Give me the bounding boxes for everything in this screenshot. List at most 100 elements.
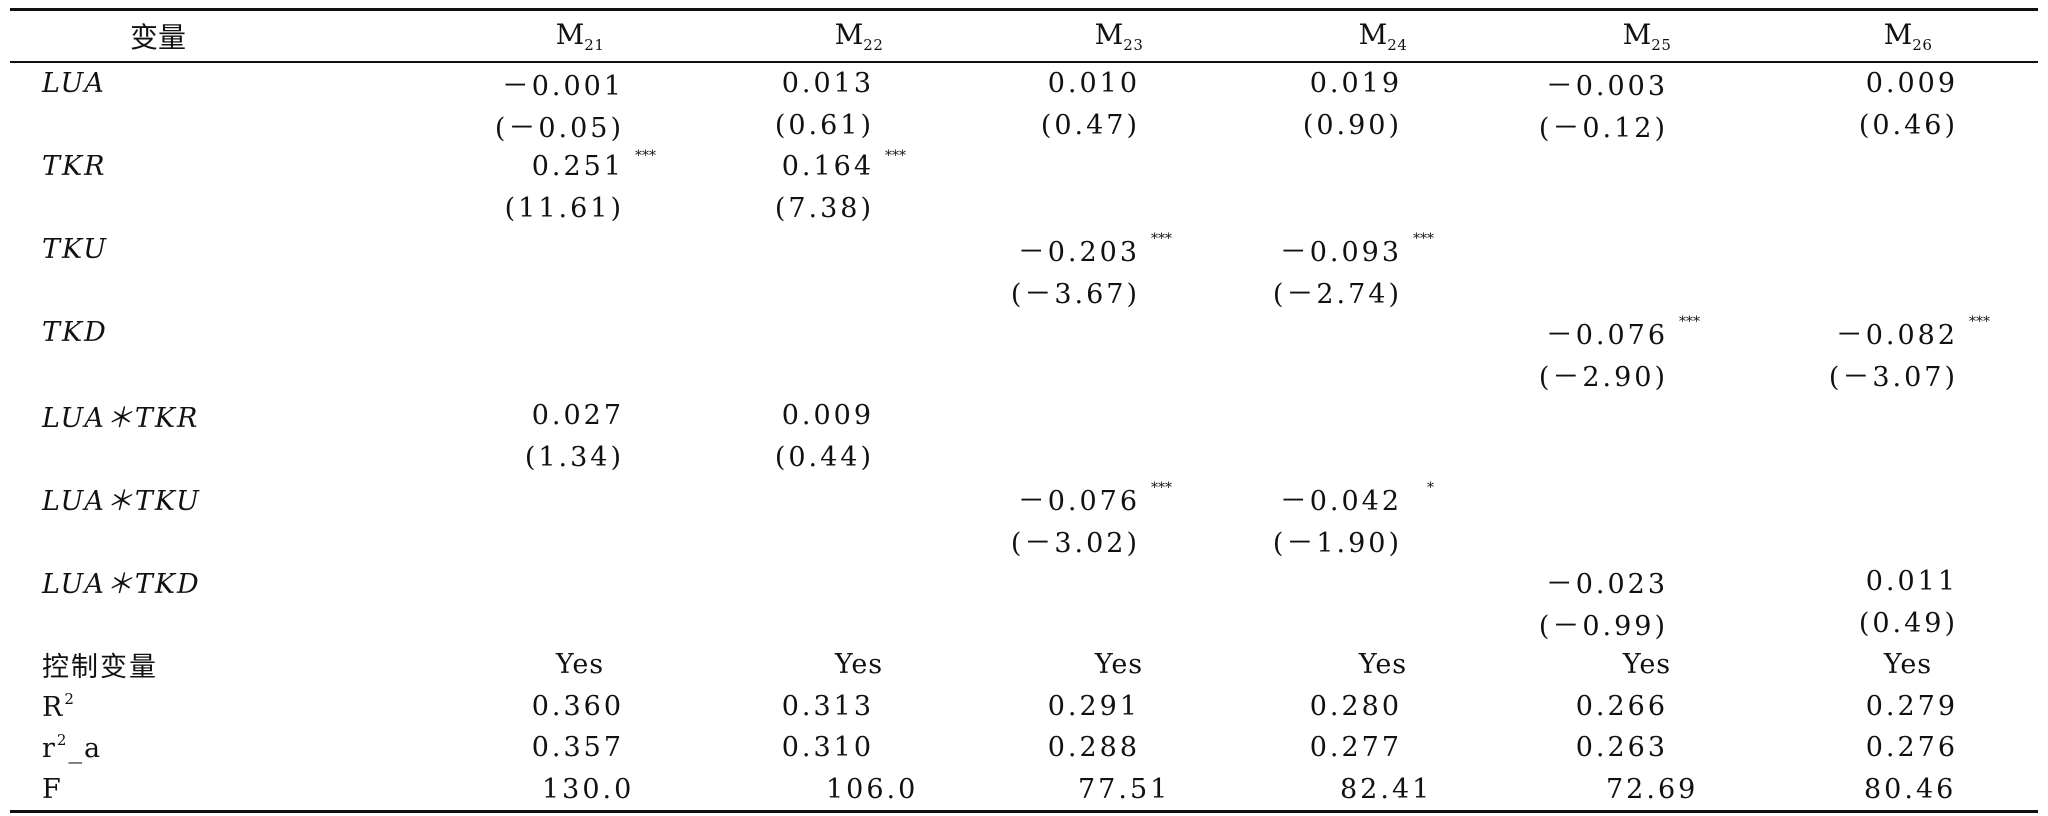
model-subscript: 25 xyxy=(1651,36,1672,54)
t-statistic-cell: (11.61) xyxy=(430,188,730,230)
adjusted-r-squared-label: r2_a xyxy=(10,727,430,769)
t-statistic-cell xyxy=(730,271,988,313)
t-statistic-cell xyxy=(1250,437,1516,479)
r-squared-value: 0.360 xyxy=(531,690,624,722)
significance-stars: *** xyxy=(1151,231,1172,247)
controls-value: Yes xyxy=(1622,649,1672,681)
coefficient-cell: －0.076 *** xyxy=(988,478,1250,520)
coef-row-tkr: TKR 0.251 *** 0.164 *** xyxy=(10,146,2038,188)
coefficient-cell xyxy=(1516,478,1778,520)
coefficient-cell: 0.010 xyxy=(988,62,1250,105)
coefficient-cell xyxy=(1778,146,2038,188)
coef-row-lua-tkr: LUA＊TKR 0.027 0.009 xyxy=(10,395,2038,437)
t-statistic-cell: (0.61) xyxy=(730,105,988,147)
empty-label-cell xyxy=(10,437,430,479)
model-header-m23: M23 xyxy=(988,8,1250,63)
model-base: M xyxy=(1622,18,1652,51)
f-statistic-row: F 130.0 106.0 77.51 82.41 72.69 80.46 xyxy=(10,768,2038,813)
coefficient-cell xyxy=(730,229,988,271)
coefficient-cell xyxy=(1250,561,1516,603)
t-statistic-value: (－0.05) xyxy=(494,112,624,144)
coefficient-value: －0.003 xyxy=(1545,71,1668,103)
coefficient-cell xyxy=(730,478,988,520)
coefficient-cell: －0.023 xyxy=(1516,561,1778,603)
t-statistic-cell xyxy=(1250,188,1516,230)
t-statistic-value: (－2.74) xyxy=(1272,278,1402,310)
variable-column-header: 变量 xyxy=(10,8,430,63)
table-body: LUA －0.001 0.013 0.010 0.019 －0.003 0.009 (－0.0… xyxy=(10,62,2038,813)
coefficient-value: －0.076 xyxy=(1545,320,1668,352)
r-squared-value: 0.279 xyxy=(1865,690,1958,722)
coefficient-cell: 0.009 xyxy=(730,395,988,437)
empty-label-cell xyxy=(10,271,430,313)
t-statistic-value: (－3.07) xyxy=(1828,361,1958,393)
t-statistic-cell: (－2.90) xyxy=(1516,354,1778,396)
coefficient-value: 0.013 xyxy=(781,68,874,100)
coefficient-cell xyxy=(988,146,1250,188)
adjusted-r-squared-value: 0.276 xyxy=(1865,732,1958,764)
model-header-m22: M22 xyxy=(730,8,988,63)
t-statistic-cell xyxy=(988,354,1250,396)
variable-label: LUA xyxy=(42,68,106,100)
r-squared-row: R2 0.360 0.313 0.291 0.280 0.266 0.279 xyxy=(10,686,2038,728)
coefficient-cell xyxy=(1516,146,1778,188)
r-squared-base: R xyxy=(42,691,65,723)
t-statistic-cell xyxy=(1250,354,1516,396)
model-subscript: 22 xyxy=(863,36,884,54)
coefficient-value: －0.082 xyxy=(1835,320,1958,352)
t-statistic-cell xyxy=(988,603,1250,645)
coefficient-cell xyxy=(1250,146,1516,188)
model-base: M xyxy=(555,18,585,51)
coefficient-value: －0.076 xyxy=(1017,486,1140,518)
significance-stars: *** xyxy=(1413,231,1434,247)
variable-label: TKR xyxy=(42,151,107,183)
coefficient-cell: －0.042 * xyxy=(1250,478,1516,520)
t-statistic-value: (－0.12) xyxy=(1538,112,1668,144)
t-statistic-cell xyxy=(730,603,988,645)
tstat-row-lua-tkd: (－0.99) (0.49) xyxy=(10,603,2038,645)
coef-row-lua-tku: LUA＊TKU －0.076 *** －0.042 * xyxy=(10,478,2038,520)
t-statistic-cell xyxy=(430,354,730,396)
tstat-row-tkr: (11.61) (7.38) xyxy=(10,188,2038,230)
t-statistic-cell xyxy=(1250,603,1516,645)
coefficient-cell xyxy=(730,312,988,354)
coefficient-value: 0.009 xyxy=(1865,68,1958,100)
coefficient-cell xyxy=(988,561,1250,603)
t-statistic-value: (－3.02) xyxy=(1010,527,1140,559)
coefficient-cell xyxy=(1778,478,2038,520)
model-base: M xyxy=(1358,18,1388,51)
model-subscript: 24 xyxy=(1387,36,1408,54)
t-statistic-cell: (－1.90) xyxy=(1250,520,1516,562)
model-base: M xyxy=(834,18,864,51)
coefficient-cell xyxy=(988,312,1250,354)
t-statistic-value: (－3.67) xyxy=(1010,278,1140,310)
empty-label-cell xyxy=(10,354,430,396)
model-base: M xyxy=(1883,18,1913,51)
regression-table-container: 变量 M21 M22 M23 M24 M25 M26 LUA －0.001 0.01… xyxy=(10,8,2038,813)
header-row: 变量 M21 M22 M23 M24 M25 M26 xyxy=(10,8,2038,63)
coefficient-value: －0.093 xyxy=(1279,237,1402,269)
variable-label: TKU xyxy=(42,234,108,266)
t-statistic-cell: (0.90) xyxy=(1250,105,1516,147)
t-statistic-value: (11.61) xyxy=(504,192,624,224)
t-statistic-cell xyxy=(1778,520,2038,562)
model-header-m24: M24 xyxy=(1250,8,1516,63)
t-statistic-cell: (－3.02) xyxy=(988,520,1250,562)
coefficient-cell xyxy=(430,312,730,354)
t-statistic-cell xyxy=(988,437,1250,479)
f-statistic-value: 82.41 xyxy=(1250,768,1516,813)
coefficient-value: －0.042 xyxy=(1279,486,1402,518)
coefficient-cell xyxy=(1516,229,1778,271)
empty-label-cell xyxy=(10,105,430,147)
coefficient-value: －0.023 xyxy=(1545,569,1668,601)
coefficient-cell xyxy=(988,395,1250,437)
significance-stars: *** xyxy=(1679,314,1700,330)
f-statistic-value: 106.0 xyxy=(730,768,988,813)
coef-row-tku: TKU －0.203 *** －0.093 *** xyxy=(10,229,2038,271)
controls-label: 控制变量 xyxy=(42,652,158,684)
adjusted-r-squared-value: 0.288 xyxy=(1047,732,1140,764)
coefficient-cell xyxy=(430,478,730,520)
t-statistic-value: (7.38) xyxy=(774,192,874,224)
t-statistic-value: (0.61) xyxy=(774,109,874,141)
t-statistic-cell xyxy=(1778,437,2038,479)
